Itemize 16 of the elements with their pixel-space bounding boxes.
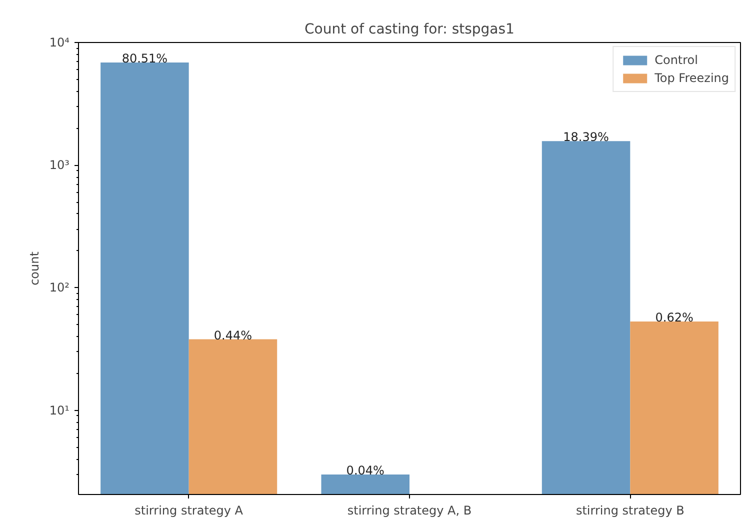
annotation: 18.39%	[563, 130, 609, 144]
y-tick-label: 10¹	[49, 403, 70, 418]
x-tick-label: stirring strategy B	[576, 504, 684, 518]
x-tick-label: stirring strategy A	[134, 504, 244, 518]
y-tick-label: 10⁴	[49, 36, 70, 50]
y-tick-label: 10³	[49, 158, 70, 172]
legend-label: Control	[654, 53, 698, 67]
chart-title: Count of casting for: stspgas1	[304, 22, 514, 38]
x-tick-label: stirring strategy A, B	[347, 504, 472, 518]
annotation: 0.44%	[214, 328, 252, 342]
annotation: 80.51%	[122, 51, 168, 66]
annotation: 0.04%	[346, 463, 384, 478]
y-axis-title: count	[27, 251, 42, 286]
annotation: 0.62%	[655, 310, 694, 325]
y-tick-label: 10²	[49, 280, 70, 295]
legend-label: Top Freezing	[654, 71, 729, 85]
